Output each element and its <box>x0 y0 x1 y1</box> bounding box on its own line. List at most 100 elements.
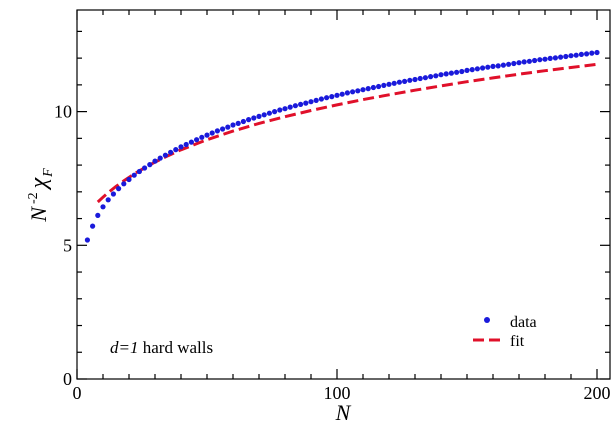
data-point <box>329 94 335 100</box>
legend-label-data: data <box>510 314 537 331</box>
data-point <box>428 74 434 80</box>
svg-text:N-2χF: N -2 χF <box>26 168 56 223</box>
data-point <box>506 61 512 67</box>
annotation-math: d=1 <box>110 338 138 357</box>
data-point <box>84 237 90 243</box>
data-point <box>355 88 361 94</box>
data-point <box>495 63 501 69</box>
data-point <box>220 126 226 132</box>
x-tick-label: 0 <box>73 383 82 403</box>
data-point <box>350 89 356 95</box>
data-point <box>183 141 189 148</box>
y-axis-title-chi: χ <box>26 176 52 190</box>
data-point <box>324 95 330 101</box>
data-point <box>459 68 465 75</box>
data-point <box>162 152 168 158</box>
data-point <box>204 132 210 138</box>
data-point <box>147 162 153 168</box>
data-point <box>589 50 595 56</box>
data-point <box>142 165 148 171</box>
data-point <box>105 197 111 203</box>
data-point <box>157 155 163 161</box>
x-tick-label: 200 <box>584 383 611 403</box>
plot-frame <box>76 9 611 380</box>
y-tick-label: 5 <box>63 235 72 255</box>
data-point <box>334 92 340 98</box>
y-axis-title-exponent: -2 <box>26 192 41 204</box>
data-point <box>464 67 470 73</box>
data-point <box>308 99 314 105</box>
data-point <box>365 86 371 92</box>
data-point <box>454 69 460 75</box>
data-point <box>121 181 127 187</box>
data-point <box>131 172 137 178</box>
series-line-fit <box>96 62 598 204</box>
data-point <box>448 70 454 76</box>
data-point <box>277 107 283 113</box>
data-point <box>199 134 205 140</box>
data-point <box>469 67 475 73</box>
data-point <box>402 78 408 84</box>
data-point <box>266 110 272 116</box>
data-point <box>490 63 496 69</box>
data-point <box>584 51 590 57</box>
annotation: d=1 hard walls <box>110 338 213 357</box>
data-point <box>256 113 262 119</box>
data-point <box>261 112 267 118</box>
data-point <box>370 84 376 91</box>
data-point <box>303 100 309 106</box>
data-point <box>136 168 142 175</box>
data-point <box>386 81 392 87</box>
data-point <box>422 75 428 81</box>
data-point <box>116 186 122 192</box>
data-point <box>480 65 486 71</box>
data-point <box>110 191 116 197</box>
data-point <box>126 176 132 183</box>
data-point <box>225 124 231 130</box>
data-point <box>573 52 579 58</box>
x-axis-title: N <box>335 400 352 425</box>
data-point <box>292 103 298 109</box>
legend-marker-data <box>484 317 490 323</box>
data-point <box>178 144 184 150</box>
y-tick-label: 10 <box>54 102 72 122</box>
data-point <box>412 76 418 83</box>
data-point <box>485 64 491 70</box>
data-point <box>558 54 564 60</box>
y-axis-title: N -2 χF <box>26 168 56 223</box>
data-point <box>344 90 350 96</box>
data-point <box>438 72 444 78</box>
y-tick-label: 0 <box>63 369 72 389</box>
data-point <box>563 53 569 60</box>
data-point <box>443 71 449 77</box>
data-point <box>568 53 574 59</box>
data-point <box>537 57 543 63</box>
data-point <box>532 57 538 64</box>
data-point <box>396 79 402 85</box>
data-point <box>339 91 345 97</box>
data-point <box>272 109 278 115</box>
data-point <box>100 204 106 210</box>
legend: data fit <box>473 314 537 350</box>
data-point <box>246 117 252 123</box>
data-point <box>521 59 527 65</box>
fit-series <box>96 62 598 204</box>
data-point <box>235 120 241 126</box>
data-point <box>376 83 382 90</box>
data-point <box>214 128 220 134</box>
data-point <box>516 60 522 66</box>
data-series <box>84 49 600 243</box>
data-point <box>90 223 96 229</box>
data-point <box>152 158 158 164</box>
legend-label-fit: fit <box>510 333 525 350</box>
data-point <box>407 77 413 83</box>
data-point <box>251 115 257 121</box>
data-point <box>542 56 548 62</box>
data-point <box>578 51 585 58</box>
data-point <box>298 101 304 107</box>
y-axis-title-subscript: F <box>41 168 56 178</box>
data-point <box>417 75 423 82</box>
data-point <box>188 139 194 145</box>
data-point <box>173 147 179 153</box>
